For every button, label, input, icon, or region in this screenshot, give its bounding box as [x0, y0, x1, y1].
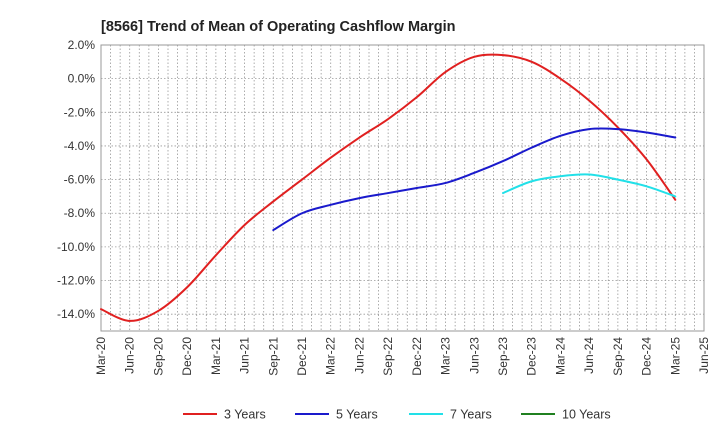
x-tick-label: Jun-25 — [697, 337, 711, 374]
x-tick-label: Sep-20 — [151, 337, 165, 376]
y-tick-label: 0.0% — [68, 72, 96, 86]
y-tick-label: -8.0% — [64, 206, 96, 220]
x-axis: Mar-20 Jun-20 Sep-20 Dec-20 Mar-21 Jun-21 Sep-… — [94, 337, 711, 376]
x-tick-label: Dec-21 — [295, 337, 309, 376]
legend-label: 3 Years — [224, 408, 266, 422]
chart-title: [8566] Trend of Mean of Operating Cashfl… — [101, 19, 456, 35]
legend-label: 5 Years — [336, 408, 378, 422]
y-tick-label: -4.0% — [64, 139, 96, 153]
x-tick-label: Dec-24 — [640, 337, 654, 376]
x-tick-label: Mar-20 — [94, 337, 108, 375]
legend-label: 7 Years — [450, 408, 492, 422]
y-axis: 2.0% 0.0% -2.0% -4.0% -6.0% -8.0% -10.0% -12.0%… — [57, 38, 95, 321]
legend: 3 Years 5 Years 7 Years 10 Years — [183, 408, 611, 422]
y-tick-label: -10.0% — [57, 240, 95, 254]
x-tick-label: Sep-21 — [266, 337, 280, 376]
x-tick-label: Dec-20 — [180, 337, 194, 376]
x-tick-label: Mar-24 — [553, 337, 567, 375]
x-tick-label: Jun-20 — [123, 337, 137, 374]
x-tick-label: Mar-22 — [324, 337, 338, 375]
x-tick-label: Jun-23 — [467, 337, 481, 374]
x-tick-label: Sep-24 — [611, 337, 625, 376]
x-tick-label: Jun-22 — [352, 337, 366, 374]
x-tick-label: Mar-25 — [668, 337, 682, 375]
x-tick-label: Sep-23 — [496, 337, 510, 376]
x-tick-label: Sep-22 — [381, 337, 395, 376]
legend-label: 10 Years — [562, 408, 611, 422]
y-tick-label: -2.0% — [64, 105, 96, 119]
series-line-7-years — [502, 173, 677, 198]
x-tick-label: Dec-23 — [525, 337, 539, 376]
grid-lines — [101, 44, 704, 331]
x-tick-label: Mar-21 — [209, 337, 223, 375]
plot-area — [100, 44, 705, 332]
x-tick-label: Dec-22 — [410, 337, 424, 376]
y-tick-label: -6.0% — [64, 173, 96, 187]
x-tick-label: Jun-24 — [582, 337, 596, 374]
series-line-5-years — [272, 127, 677, 232]
series-lines — [100, 53, 677, 322]
y-tick-label: -12.0% — [57, 274, 95, 288]
x-tick-label: Jun-21 — [238, 337, 252, 374]
y-tick-label: -14.0% — [57, 307, 95, 321]
x-tick-label: Mar-23 — [439, 337, 453, 375]
series-line-3-years — [100, 53, 677, 322]
y-tick-label: 2.0% — [68, 38, 96, 52]
